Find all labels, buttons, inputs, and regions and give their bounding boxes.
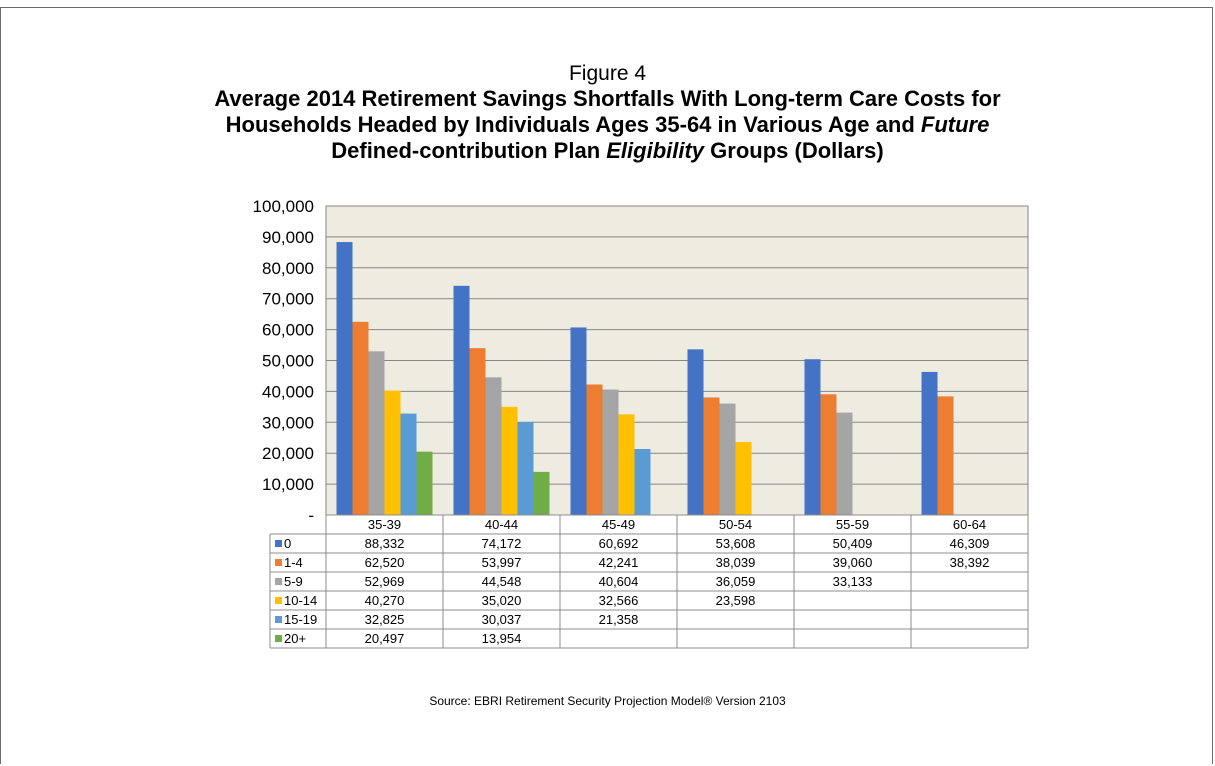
title-line-3: Defined-contribution Plan Eligibility Gr…: [0, 138, 1215, 164]
title-text-3b: Defined-contribution Plan: [331, 138, 607, 163]
bar-15-19-45-49: [634, 449, 651, 515]
source-note: Source: EBRI Retirement Security Project…: [429, 694, 786, 708]
y-tick-label: 70,000: [262, 290, 314, 309]
bar-0-45-49: [570, 327, 587, 515]
title-text-3c: Eligibility: [606, 138, 705, 163]
data-label: 38,039: [716, 555, 756, 570]
data-label: 21,358: [599, 612, 639, 627]
bar-10-14-40-44: [501, 406, 518, 515]
data-label: 32,566: [599, 593, 639, 608]
data-label: 39,060: [833, 555, 873, 570]
bar-5-9-45-49: [602, 389, 619, 515]
bar-1-4-55-59: [820, 394, 837, 515]
y-tick-label: 40,000: [262, 382, 314, 401]
x-tick-label: 40-44: [485, 517, 518, 532]
y-tick-label: 60,000: [262, 321, 314, 340]
x-tick-label: 60-64: [953, 517, 986, 532]
x-tick-label: 35-39: [368, 517, 401, 532]
data-label: 62,520: [365, 555, 405, 570]
data-label: 36,059: [716, 574, 756, 589]
bar-1-4-40-44: [469, 348, 486, 515]
figure-label: Figure 4: [568, 62, 647, 85]
x-tick-label: 55-59: [836, 517, 869, 532]
data-label: 50,409: [833, 536, 873, 551]
legend-swatch-0: [275, 540, 282, 547]
data-label: 38,392: [950, 555, 990, 570]
bar-10-14-45-49: [618, 414, 635, 515]
bar-15-19-35-39: [400, 413, 417, 515]
bar-0-60-64: [921, 371, 938, 515]
data-label: 13,954: [482, 631, 522, 646]
bar-0-55-59: [804, 359, 821, 515]
legend-swatch-20+: [275, 635, 282, 642]
bar-10-14-35-39: [384, 390, 401, 515]
title-text-2a: Households Headed by Individuals Ages 35…: [225, 112, 921, 137]
data-label: 33,133: [833, 574, 873, 589]
data-label: 44,548: [482, 574, 522, 589]
bar-1-4-35-39: [352, 321, 369, 515]
legend-label: 15-19: [284, 612, 317, 627]
legend-label: 5-9: [284, 574, 303, 589]
bar-15-19-40-44: [517, 422, 534, 515]
data-label: 40,604: [599, 574, 639, 589]
bar-0-35-39: [336, 242, 353, 515]
y-tick-label: 100,000: [253, 197, 314, 216]
bar-5-9-55-59: [836, 412, 853, 515]
figure-frame: [0, 7, 1213, 764]
legend-label: 1-4: [284, 555, 303, 570]
y-tick-label: -: [308, 506, 314, 525]
data-label: 74,172: [482, 536, 522, 551]
x-tick-label: 45-49: [602, 517, 635, 532]
bar-1-4-45-49: [586, 384, 603, 515]
y-tick-label: 30,000: [262, 413, 314, 432]
y-tick-label: 50,000: [262, 352, 314, 371]
legend-label: 0: [284, 536, 291, 551]
bar-0-50-54: [687, 349, 704, 515]
data-label: 53,608: [716, 536, 756, 551]
y-tick-label: 20,000: [262, 444, 314, 463]
bar-5-9-40-44: [485, 377, 502, 515]
bar-5-9-50-54: [719, 403, 736, 515]
title-text-1: Average 2014 Retirement Savings Shortfal…: [214, 86, 1001, 111]
legend-swatch-1-4: [275, 559, 282, 566]
title-text-2b: Future: [920, 112, 990, 137]
bar-20+-35-39: [416, 451, 433, 515]
y-tick-label: 80,000: [262, 259, 314, 278]
data-label: 60,692: [599, 536, 639, 551]
legend-swatch-10-14: [275, 597, 282, 604]
title-line-2: Households Headed by Individuals Ages 35…: [0, 112, 1215, 138]
data-label: 46,309: [950, 536, 990, 551]
bar-20+-40-44: [533, 471, 550, 515]
data-label: 53,997: [482, 555, 522, 570]
data-label: 30,037: [482, 612, 522, 627]
title-line-1: Average 2014 Retirement Savings Shortfal…: [0, 86, 1215, 112]
data-label: 40,270: [365, 593, 405, 608]
legend-swatch-15-19: [275, 616, 282, 623]
legend-label: 10-14: [284, 593, 317, 608]
data-label: 20,497: [365, 631, 405, 646]
data-label: 52,969: [365, 574, 405, 589]
bar-5-9-35-39: [368, 351, 385, 515]
bar-10-14-50-54: [735, 442, 752, 515]
data-label: 88,332: [365, 536, 405, 551]
y-tick-label: 90,000: [262, 228, 314, 247]
y-tick-label: 10,000: [262, 475, 314, 494]
bar-0-40-44: [453, 285, 470, 515]
x-tick-label: 50-54: [719, 517, 752, 532]
bar-1-4-60-64: [937, 396, 954, 515]
bar-1-4-50-54: [703, 397, 720, 515]
legend-label: 20+: [284, 631, 306, 646]
data-label: 42,241: [599, 555, 639, 570]
legend-swatch-5-9: [275, 578, 282, 585]
title-text-3d: Groups (Dollars): [704, 138, 884, 163]
chart-title-block: Figure 4 Average 2014 Retirement Savings…: [0, 62, 1215, 164]
data-label: 23,598: [716, 593, 756, 608]
data-label: 35,020: [482, 593, 522, 608]
data-label: 32,825: [365, 612, 405, 627]
